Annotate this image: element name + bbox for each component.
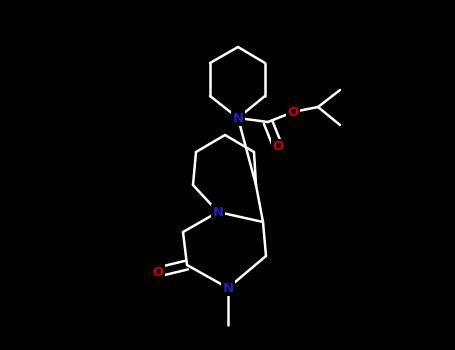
- Text: O: O: [152, 266, 164, 279]
- Text: O: O: [288, 105, 298, 119]
- Text: N: N: [222, 281, 233, 294]
- Text: N: N: [212, 205, 223, 218]
- Text: N: N: [233, 112, 243, 125]
- Text: O: O: [273, 140, 283, 154]
